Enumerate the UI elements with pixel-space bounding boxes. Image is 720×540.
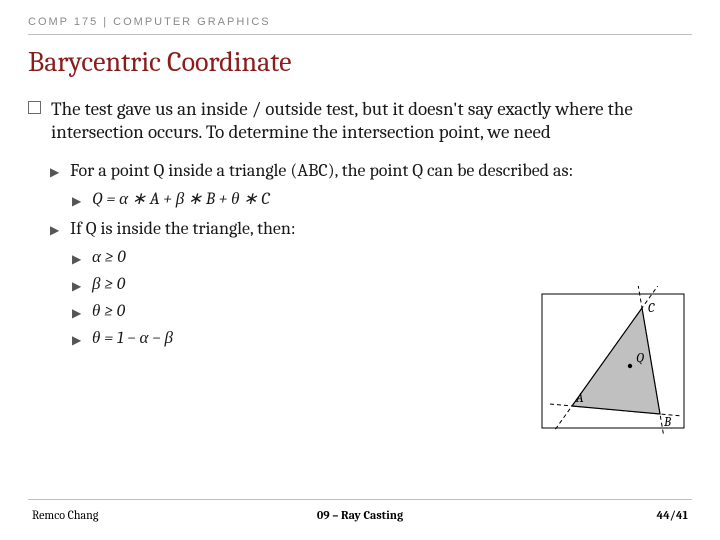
equation-q: ▶ Q = α ∗ A + β ∗ B + θ ∗ C	[72, 188, 692, 212]
paragraph-intro: The test gave us an inside / outside tes…	[28, 98, 692, 144]
footer-lecture: 09 – Ray Casting	[0, 508, 720, 522]
triangle-bullet-icon: ▶	[72, 278, 82, 297]
point-q-dot	[628, 364, 632, 368]
constraint-text: θ = 1 − α − β	[92, 327, 173, 351]
constraint-text: β ≥ 0	[92, 273, 125, 297]
footer-rule	[28, 499, 692, 500]
label-c: C	[648, 301, 655, 316]
course-code: COMP 175 | COMPUTER GRAPHICS	[28, 16, 271, 28]
triangle-bullet-icon: ▶	[72, 251, 82, 270]
intro-text: The test gave us an inside / outside tes…	[51, 98, 692, 144]
footer-page: 44/41	[657, 508, 688, 522]
point-definition-text: For a point Q inside a triangle (ABC), t…	[70, 160, 573, 183]
slide-title: Barycentric Coordinate	[28, 46, 291, 78]
constraint-text: α ≥ 0	[92, 246, 126, 270]
triangle-svg: A B C Q	[534, 286, 692, 436]
inside-condition-text: If Q is inside the triangle, then:	[70, 218, 296, 241]
triangle-bullet-icon: ▶	[72, 332, 82, 351]
equation-text: Q = α ∗ A + β ∗ B + θ ∗ C	[92, 188, 270, 212]
point-definition: ▶ For a point Q inside a triangle (ABC),…	[50, 160, 692, 183]
square-bullet-icon	[28, 101, 41, 114]
inside-condition: ▶ If Q is inside the triangle, then:	[50, 218, 480, 241]
triangle-bullet-icon: ▶	[72, 193, 82, 212]
constraint-alpha: ▶ α ≥ 0	[72, 246, 692, 270]
triangle-figure: A B C Q	[534, 286, 692, 436]
label-q: Q	[636, 351, 644, 366]
triangle-bullet-icon: ▶	[72, 305, 82, 324]
label-b: B	[663, 415, 671, 430]
triangle-bullet-icon: ▶	[50, 223, 60, 241]
triangle-fill	[572, 308, 660, 414]
constraint-text: θ ≥ 0	[92, 300, 125, 324]
course-header: COMP 175 | COMPUTER GRAPHICS	[28, 16, 692, 35]
label-a: A	[575, 391, 584, 406]
triangle-bullet-icon: ▶	[50, 165, 60, 183]
